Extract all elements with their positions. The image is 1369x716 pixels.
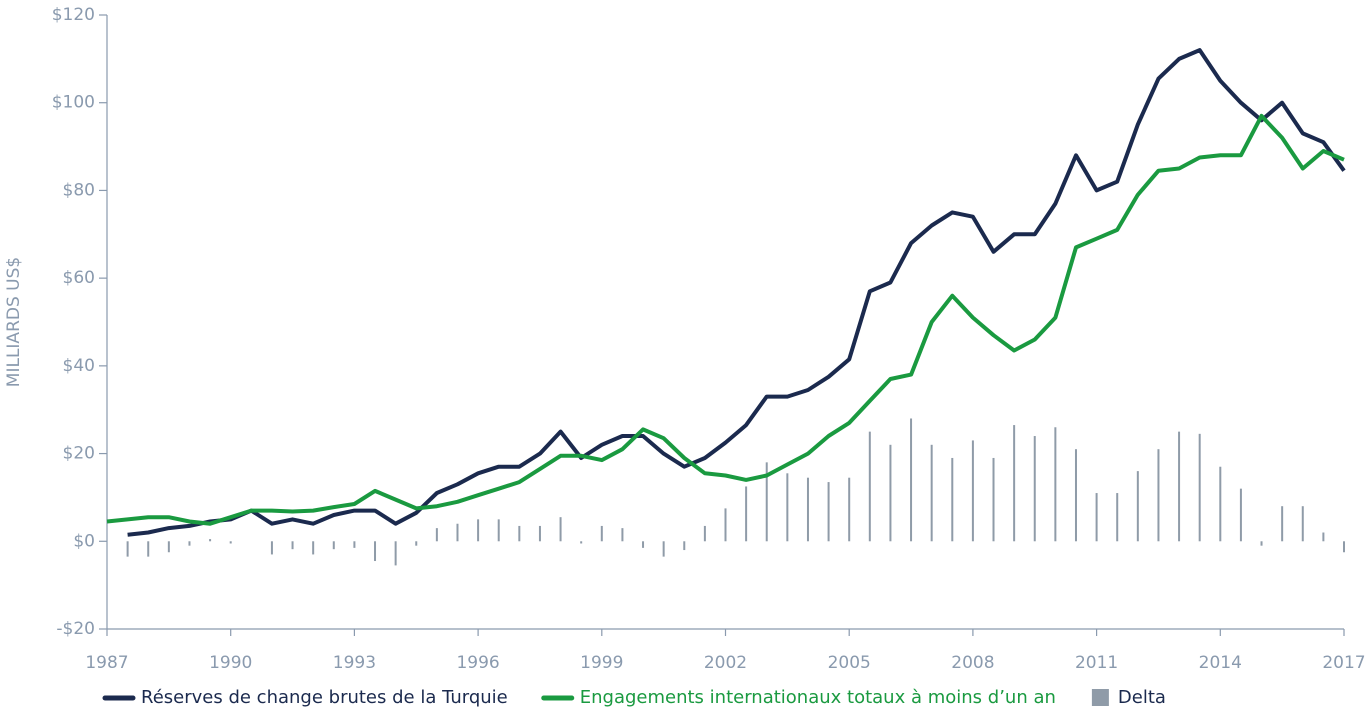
x-tick-label: 1999 [580,653,623,673]
delta-bar [456,523,459,542]
x-tick-label: 1993 [333,653,376,673]
legend-swatch [1091,689,1109,706]
delta-bar [806,477,809,542]
delta-bar [724,508,727,542]
delta-bar [229,541,232,544]
delta-bar [910,418,913,542]
delta-bar [1116,493,1119,542]
delta-bar [951,457,954,542]
x-tick-label: 1987 [85,653,128,673]
y-tick-label: $0 [73,531,95,551]
delta-bar [374,541,377,562]
delta-bar [291,541,294,550]
delta-bar [147,541,150,557]
delta-bar [745,486,748,542]
y-tick-label: $60 [63,268,95,288]
x-tick-label: 1990 [209,653,252,673]
delta-bar [703,525,706,542]
delta-bar [683,541,686,551]
delta-bar [270,541,273,555]
delta-bar [497,519,500,542]
delta-bar [1013,425,1016,542]
delta-bar [642,541,645,548]
y-tick-label: -$20 [56,619,95,639]
delta-bar [1136,471,1139,542]
delta-bar [312,541,315,555]
delta-bar [600,525,603,542]
delta-bar [1095,493,1098,542]
delta-bar [1198,433,1201,542]
delta-bar [930,444,933,542]
y-tick-label: $120 [52,5,95,25]
y-tick-label: $80 [63,180,95,200]
series-line [127,48,1346,537]
delta-bar [1178,431,1181,542]
delta-bar [1033,436,1036,542]
delta-bar [538,525,541,542]
delta-bar [167,541,170,553]
x-tick-label: 2014 [1199,653,1242,673]
x-tick-label: 2005 [828,653,871,673]
delta-bar [353,541,356,548]
delta-bar [415,541,418,546]
delta-bar [188,541,191,546]
delta-bar [435,528,438,542]
delta-bar [394,541,397,566]
delta-bar [580,541,583,544]
delta-bar [1074,449,1077,542]
x-tick-label: 2008 [951,653,994,673]
y-tick-label: $20 [63,444,95,464]
delta-bar [477,519,480,542]
delta-bar [1322,532,1325,542]
delta-bar [1343,541,1345,553]
y-tick-label: $40 [63,356,95,376]
delta-bar [1054,427,1057,542]
legend-label: Engagements internationaux totaux à moin… [580,687,1056,708]
x-tick-label: 1996 [456,653,499,673]
delta-bar [765,462,768,542]
legend-label: Réserves de change brutes de la Turquie [141,687,508,708]
delta-bar [1281,506,1284,542]
x-tick-label: 2017 [1322,653,1365,673]
delta-bar [889,444,892,542]
delta-bar [868,431,871,542]
delta-bar [1157,449,1160,542]
delta-bar [209,539,212,542]
legend-label: Delta [1118,687,1166,708]
y-axis-label: MILLIARDS US$ [4,257,24,387]
series-line [106,113,1345,526]
delta-bar [332,541,335,550]
delta-bar [621,528,624,542]
delta-bar [786,473,789,542]
delta-bar [971,440,974,542]
delta-bar [1301,506,1304,542]
delta-bar [1239,488,1242,542]
delta-bar [518,525,521,542]
x-tick-label: 2011 [1075,653,1118,673]
delta-bar [1219,466,1222,542]
delta-bar [559,517,562,542]
x-tick-label: 2002 [704,653,747,673]
delta-bar [662,541,665,557]
delta-bar [848,477,851,542]
delta-bar [992,457,995,542]
y-tick-label: $100 [52,93,95,113]
delta-bar [1260,541,1263,546]
delta-bar [827,482,830,542]
delta-bar [126,541,129,557]
